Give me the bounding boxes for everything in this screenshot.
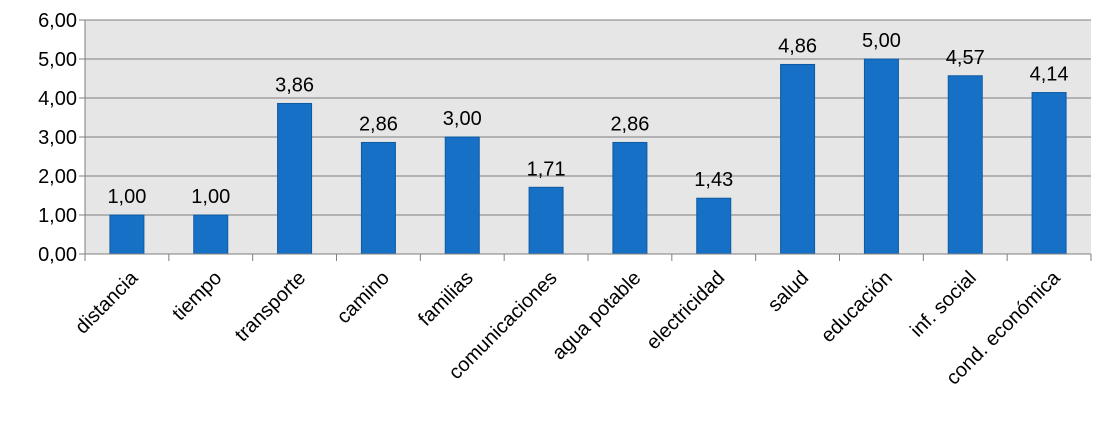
y-tick-label: 5,00 bbox=[38, 49, 77, 71]
x-tick-label: agua potable bbox=[548, 267, 645, 364]
bar bbox=[863, 58, 899, 255]
x-tick-label: electricidad bbox=[642, 267, 729, 354]
value-labels: 1,00 1,00 3,86 2,86 3,00 1,71 2,86 1,43 4,86 5,00… bbox=[107, 30, 1068, 208]
y-tick-label: 1,00 bbox=[38, 205, 77, 227]
bar bbox=[696, 197, 732, 255]
data-label: 4,86 bbox=[778, 35, 817, 57]
category-labels: distancia tiempo transporte camino familiasc… bbox=[71, 266, 1065, 389]
y-tick-label: 0,00 bbox=[38, 244, 77, 266]
x-tick-label: transporte bbox=[231, 267, 310, 346]
bar bbox=[277, 102, 313, 255]
data-label: 3,86 bbox=[275, 74, 314, 96]
y-axis-ticks: 0,00 1,00 2,00 3,00 4,00 5,00 6,00 bbox=[38, 10, 86, 266]
data-label: 1,71 bbox=[527, 158, 566, 180]
bar bbox=[528, 186, 564, 255]
y-tick-label: 2,00 bbox=[38, 166, 77, 188]
x-axis bbox=[84, 253, 1092, 261]
data-label: 2,86 bbox=[610, 113, 649, 135]
x-tick-label: educación bbox=[817, 267, 897, 347]
data-label: 5,00 bbox=[862, 30, 901, 52]
y-tick-label: 3,00 bbox=[38, 127, 77, 149]
x-tick-label: inf. social bbox=[906, 267, 981, 342]
data-label: 4,57 bbox=[946, 47, 985, 69]
y-tick-label: 6,00 bbox=[38, 10, 77, 32]
bars bbox=[109, 58, 1067, 255]
x-tick-label: familias bbox=[414, 267, 477, 330]
data-label: 2,86 bbox=[359, 113, 398, 135]
bar bbox=[612, 141, 648, 255]
x-tick-label: salud bbox=[764, 267, 813, 316]
y-tick-label: 4,00 bbox=[38, 88, 77, 110]
x-tick-label: camino bbox=[333, 267, 394, 328]
x-tick-label: distancia bbox=[71, 266, 143, 338]
bar bbox=[360, 141, 396, 255]
data-label: 1,00 bbox=[107, 186, 146, 208]
bar bbox=[109, 214, 145, 255]
data-label: 1,43 bbox=[694, 169, 733, 191]
bar bbox=[780, 63, 816, 255]
bar bbox=[444, 136, 480, 255]
bar bbox=[947, 75, 983, 255]
bar bbox=[193, 214, 229, 255]
bar bbox=[1031, 92, 1067, 255]
data-label: 3,00 bbox=[443, 108, 482, 130]
data-label: 1,00 bbox=[191, 186, 230, 208]
data-label: 4,14 bbox=[1030, 64, 1069, 86]
x-tick-label: tiempo bbox=[168, 267, 226, 325]
